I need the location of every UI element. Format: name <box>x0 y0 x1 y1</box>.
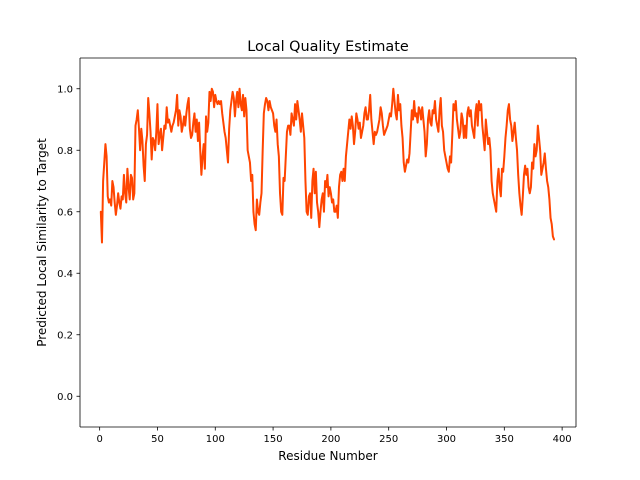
y-tick-label: 0.8 <box>57 146 73 157</box>
y-axis-label: Predicted Local Similarity to Target <box>35 138 49 347</box>
y-tick-label: 1.0 <box>57 84 73 95</box>
y-tick-label: 0.4 <box>57 269 73 280</box>
x-tick-label: 400 <box>553 434 572 445</box>
series-layer <box>99 87 556 244</box>
y-tick-label: 0.6 <box>57 207 73 218</box>
y-tick-label: 0.2 <box>57 330 73 341</box>
quality-line <box>99 87 556 244</box>
x-tick-label: 0 <box>96 434 102 445</box>
chart-title: Local Quality Estimate <box>247 39 409 55</box>
x-tick-label: 50 <box>151 434 164 445</box>
x-axis-ticks: 0 50 100 150 200 250 300 350 400 <box>96 427 572 445</box>
x-axis-label: Residue Number <box>278 449 377 463</box>
plot-frame <box>79 57 577 428</box>
y-axis-ticks: 0.0 0.2 0.4 0.6 0.8 1.0 <box>57 84 80 403</box>
x-tick-label: 200 <box>321 434 340 445</box>
x-tick-label: 150 <box>264 434 283 445</box>
x-tick-label: 350 <box>495 434 514 445</box>
x-tick-label: 100 <box>206 434 225 445</box>
x-tick-label: 300 <box>437 434 456 445</box>
x-tick-label: 250 <box>379 434 398 445</box>
y-tick-label: 0.0 <box>57 392 73 403</box>
plot-area <box>80 58 576 427</box>
